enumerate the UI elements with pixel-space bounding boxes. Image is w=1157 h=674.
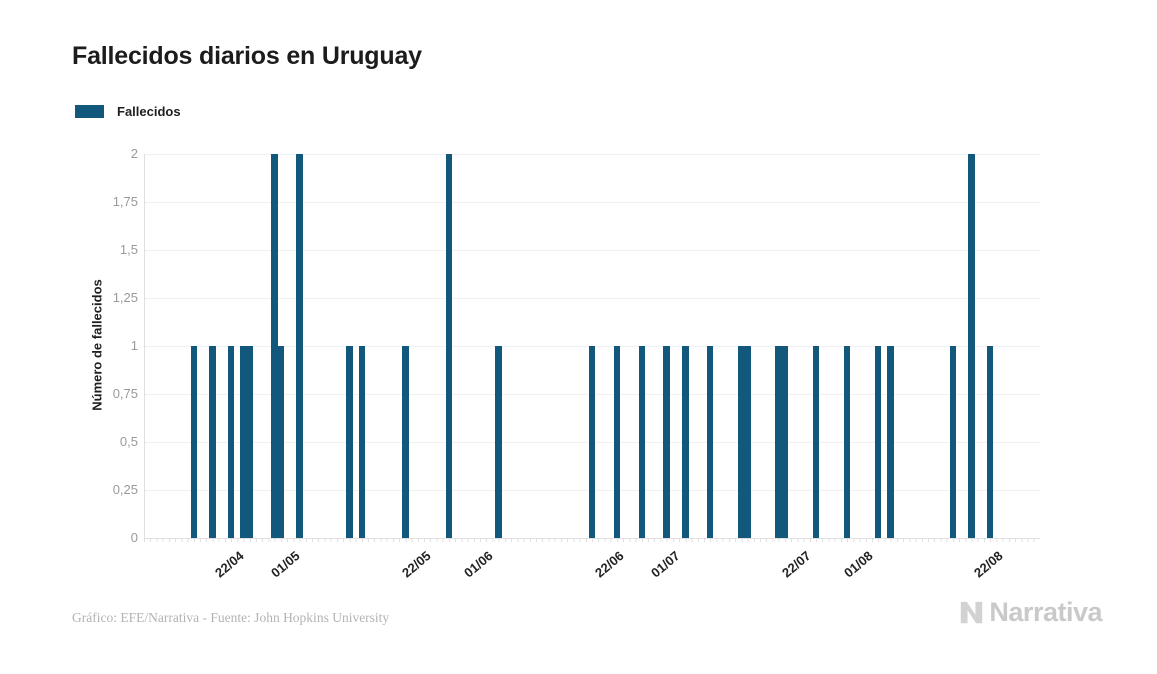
brand-text: Narrativa	[989, 597, 1102, 627]
gridline	[144, 297, 1040, 299]
bar[interactable]	[495, 345, 502, 538]
bar[interactable]	[346, 345, 353, 538]
gridline	[144, 153, 1040, 155]
legend-swatch	[75, 105, 104, 118]
bar[interactable]	[240, 345, 247, 538]
footer-credit: Gráfico: EFE/Narrativa - Fuente: John Ho…	[72, 610, 390, 625]
gridline	[144, 249, 1040, 251]
y-tick-label: 0,75	[112, 385, 138, 401]
bar[interactable]	[402, 345, 409, 538]
bar[interactable]	[744, 345, 751, 538]
y-axis-line	[144, 153, 145, 538]
x-tick-label: 22/05	[399, 548, 434, 581]
brand-logo: Narrativa	[958, 597, 1102, 628]
narrativa-n-icon	[961, 601, 983, 624]
bar[interactable]	[190, 345, 198, 538]
bar[interactable]	[246, 345, 254, 538]
bar[interactable]	[706, 345, 714, 538]
chart-title: Fallecidos diarios en Uruguay	[72, 42, 422, 70]
legend-label: Fallecidos	[117, 104, 181, 119]
x-tick-label: 01/05	[268, 548, 303, 581]
bar[interactable]	[209, 345, 216, 538]
bar[interactable]	[663, 345, 670, 538]
bar[interactable]	[271, 153, 278, 538]
bar[interactable]	[445, 153, 453, 538]
bar[interactable]	[843, 345, 851, 538]
x-tick-label: 01/06	[461, 548, 496, 581]
bar[interactable]	[613, 345, 621, 538]
x-tick-label: 22/04	[212, 548, 247, 581]
bar[interactable]	[986, 345, 994, 538]
x-tick-label: 22/08	[971, 548, 1007, 581]
bar[interactable]	[358, 345, 366, 538]
y-tick-label: 2	[130, 145, 138, 161]
bar[interactable]	[874, 345, 882, 538]
bar[interactable]	[588, 345, 596, 538]
bar[interactable]	[968, 153, 975, 538]
y-tick-label: 0	[130, 529, 138, 545]
bar[interactable]	[227, 345, 235, 538]
bar[interactable]	[775, 345, 782, 538]
bar[interactable]	[812, 345, 820, 538]
x-tick-label: 22/07	[778, 548, 814, 581]
gridline	[144, 201, 1040, 203]
y-tick-label: 1,75	[112, 193, 138, 209]
y-tick-label: 0,5	[119, 433, 138, 449]
y-tick-label: 1,5	[119, 241, 138, 257]
x-axis-line	[144, 537, 1040, 539]
y-tick-label: 1,25	[112, 289, 138, 305]
y-tick-label: 0,25	[112, 481, 138, 497]
bar[interactable]	[887, 345, 894, 538]
bar[interactable]	[296, 153, 303, 538]
bar[interactable]	[638, 345, 646, 538]
bar[interactable]	[277, 345, 285, 538]
bar[interactable]	[781, 345, 789, 538]
bar[interactable]	[949, 345, 957, 538]
minor-day-ticks	[144, 539, 1040, 543]
y-tick-label: 1	[130, 337, 138, 353]
x-tick-label: 01/07	[647, 548, 683, 581]
legend: Fallecidos	[75, 104, 181, 119]
legend-item-fallecidos[interactable]: Fallecidos	[75, 104, 181, 119]
bar[interactable]	[682, 345, 689, 538]
x-tick-label: 22/06	[591, 548, 627, 581]
bar[interactable]	[738, 345, 745, 538]
x-tick-label: 01/08	[840, 548, 876, 581]
